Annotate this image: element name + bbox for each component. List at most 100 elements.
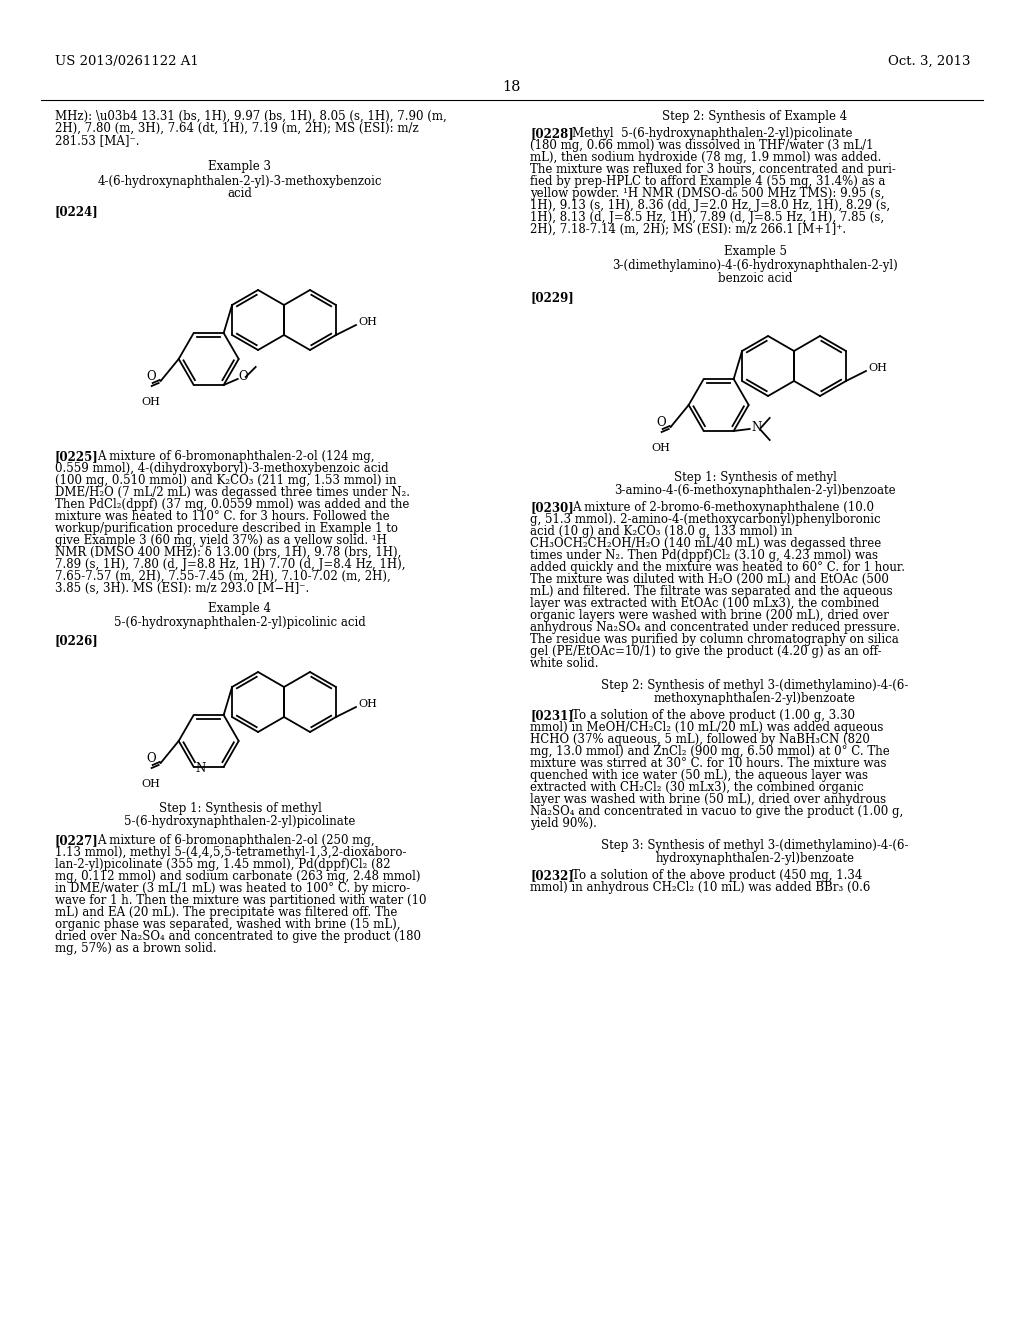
Text: white solid.: white solid. bbox=[530, 657, 598, 671]
Text: [0231]: [0231] bbox=[530, 709, 573, 722]
Text: OH: OH bbox=[141, 397, 160, 407]
Text: added quickly and the mixture was heated to 60° C. for 1 hour.: added quickly and the mixture was heated… bbox=[530, 561, 905, 574]
Text: 2H), 7.80 (m, 3H), 7.64 (dt, 1H), 7.19 (m, 2H); MS (ESI): m/z: 2H), 7.80 (m, 3H), 7.64 (dt, 1H), 7.19 (… bbox=[55, 121, 419, 135]
Text: dried over Na₂SO₄ and concentrated to give the product (180: dried over Na₂SO₄ and concentrated to gi… bbox=[55, 931, 421, 942]
Text: 281.53 [MA]⁻.: 281.53 [MA]⁻. bbox=[55, 135, 139, 147]
Text: (180 mg, 0.66 mmol) was dissolved in THF/water (3 mL/1: (180 mg, 0.66 mmol) was dissolved in THF… bbox=[530, 139, 873, 152]
Text: [0232]: [0232] bbox=[530, 869, 573, 882]
Text: 1H), 9.13 (s, 1H), 8.36 (dd, J=2.0 Hz, J=8.0 Hz, 1H), 8.29 (s,: 1H), 9.13 (s, 1H), 8.36 (dd, J=2.0 Hz, J… bbox=[530, 199, 890, 213]
Text: times under N₂. Then Pd(dppf)Cl₂ (3.10 g, 4.23 mmol) was: times under N₂. Then Pd(dppf)Cl₂ (3.10 g… bbox=[530, 549, 878, 562]
Text: mL), then sodium hydroxide (78 mg, 1.9 mmol) was added.: mL), then sodium hydroxide (78 mg, 1.9 m… bbox=[530, 150, 882, 164]
Text: mmol) in anhydrous CH₂Cl₂ (10 mL) was added BBr₃ (0.6: mmol) in anhydrous CH₂Cl₂ (10 mL) was ad… bbox=[530, 880, 870, 894]
Text: The mixture was refluxed for 3 hours, concentrated and puri-: The mixture was refluxed for 3 hours, co… bbox=[530, 162, 896, 176]
Text: acid (10 g) and K₂CO₃ (18.0 g, 133 mmol) in: acid (10 g) and K₂CO₃ (18.0 g, 133 mmol)… bbox=[530, 525, 793, 539]
Text: US 2013/0261122 A1: US 2013/0261122 A1 bbox=[55, 55, 199, 69]
Text: yield 90%).: yield 90%). bbox=[530, 817, 597, 830]
Text: anhydrous Na₂SO₄ and concentrated under reduced pressure.: anhydrous Na₂SO₄ and concentrated under … bbox=[530, 620, 900, 634]
Text: [0225]: [0225] bbox=[55, 450, 98, 463]
Text: The mixture was diluted with H₂O (200 mL) and EtOAc (500: The mixture was diluted with H₂O (200 mL… bbox=[530, 573, 889, 586]
Text: NMR (DMSO 400 MHz): δ 13.00 (brs, 1H), 9.78 (brs, 1H),: NMR (DMSO 400 MHz): δ 13.00 (brs, 1H), 9… bbox=[55, 546, 401, 558]
Text: quenched with ice water (50 mL), the aqueous layer was: quenched with ice water (50 mL), the aqu… bbox=[530, 770, 868, 781]
Text: To a solution of the above product (1.00 g, 3.30: To a solution of the above product (1.00… bbox=[572, 709, 855, 722]
Text: N: N bbox=[196, 763, 206, 775]
Text: [0229]: [0229] bbox=[530, 290, 573, 304]
Text: CH₃OCH₂CH₂OH/H₂O (140 mL/40 mL) was degassed three: CH₃OCH₂CH₂OH/H₂O (140 mL/40 mL) was dega… bbox=[530, 537, 882, 550]
Text: g, 51.3 mmol). 2-amino-4-(methoxycarbonyl)phenylboronic: g, 51.3 mmol). 2-amino-4-(methoxycarbony… bbox=[530, 513, 881, 525]
Text: gel (PE/EtOAc=10/1) to give the product (4.20 g) as an off-: gel (PE/EtOAc=10/1) to give the product … bbox=[530, 645, 882, 657]
Text: DME/H₂O (7 mL/2 mL) was degassed three times under N₂.: DME/H₂O (7 mL/2 mL) was degassed three t… bbox=[55, 486, 410, 499]
Text: 5-(6-hydroxynaphthalen-2-yl)picolinate: 5-(6-hydroxynaphthalen-2-yl)picolinate bbox=[124, 814, 355, 828]
Text: mL) and EA (20 mL). The precipitate was filtered off. The: mL) and EA (20 mL). The precipitate was … bbox=[55, 906, 397, 919]
Text: 7.89 (s, 1H), 7.80 (d, J=8.8 Hz, 1H) 7.70 (d, J=8.4 Hz, 1H),: 7.89 (s, 1H), 7.80 (d, J=8.8 Hz, 1H) 7.7… bbox=[55, 558, 406, 572]
Text: [0228]: [0228] bbox=[530, 127, 573, 140]
Text: 3-amino-4-(6-methoxynaphthalen-2-yl)benzoate: 3-amino-4-(6-methoxynaphthalen-2-yl)benz… bbox=[614, 484, 896, 498]
Text: 2H), 7.18-7.14 (m, 2H); MS (ESI): m/z 266.1 [M+1]⁺.: 2H), 7.18-7.14 (m, 2H); MS (ESI): m/z 26… bbox=[530, 223, 846, 236]
Text: A mixture of 6-bromonaphthalen-2-ol (124 mg,: A mixture of 6-bromonaphthalen-2-ol (124… bbox=[97, 450, 375, 463]
Text: (100 mg, 0.510 mmol) and K₂CO₃ (211 mg, 1.53 mmol) in: (100 mg, 0.510 mmol) and K₂CO₃ (211 mg, … bbox=[55, 474, 396, 487]
Text: 7.65-7.57 (m, 2H), 7.55-7.45 (m, 2H), 7.10-7.02 (m, 2H),: 7.65-7.57 (m, 2H), 7.55-7.45 (m, 2H), 7.… bbox=[55, 570, 391, 583]
Text: A mixture of 2-bromo-6-methoxynaphthalene (10.0: A mixture of 2-bromo-6-methoxynaphthalen… bbox=[572, 502, 874, 513]
Text: Step 1: Synthesis of methyl: Step 1: Synthesis of methyl bbox=[159, 803, 322, 814]
Text: 3-(dimethylamino)-4-(6-hydroxynaphthalen-2-yl): 3-(dimethylamino)-4-(6-hydroxynaphthalen… bbox=[612, 259, 898, 272]
Text: hydroxynaphthalen-2-yl)benzoate: hydroxynaphthalen-2-yl)benzoate bbox=[655, 851, 854, 865]
Text: Step 2: Synthesis of methyl 3-(dimethylamino)-4-(6-: Step 2: Synthesis of methyl 3-(dimethyla… bbox=[601, 678, 908, 692]
Text: mixture was stirred at 30° C. for 10 hours. The mixture was: mixture was stirred at 30° C. for 10 hou… bbox=[530, 756, 887, 770]
Text: mg, 57%) as a brown solid.: mg, 57%) as a brown solid. bbox=[55, 942, 217, 954]
Text: 4-(6-hydroxynaphthalen-2-yl)-3-methoxybenzoic: 4-(6-hydroxynaphthalen-2-yl)-3-methoxybe… bbox=[97, 176, 382, 187]
Text: OH: OH bbox=[358, 317, 377, 327]
Text: The residue was purified by column chromatography on silica: The residue was purified by column chrom… bbox=[530, 634, 899, 645]
Text: Oct. 3, 2013: Oct. 3, 2013 bbox=[888, 55, 970, 69]
Text: layer was extracted with EtOAc (100 mLx3), the combined: layer was extracted with EtOAc (100 mLx3… bbox=[530, 597, 880, 610]
Text: [0224]: [0224] bbox=[55, 205, 98, 218]
Text: 3.85 (s, 3H). MS (ESI): m/z 293.0 [M−H]⁻.: 3.85 (s, 3H). MS (ESI): m/z 293.0 [M−H]⁻… bbox=[55, 582, 309, 595]
Text: O: O bbox=[146, 751, 157, 764]
Text: Na₂SO₄ and concentrated in vacuo to give the product (1.00 g,: Na₂SO₄ and concentrated in vacuo to give… bbox=[530, 805, 903, 818]
Text: N: N bbox=[752, 421, 762, 434]
Text: acid: acid bbox=[227, 187, 253, 201]
Text: mg, 13.0 mmol) and ZnCl₂ (900 mg, 6.50 mmol) at 0° C. The: mg, 13.0 mmol) and ZnCl₂ (900 mg, 6.50 m… bbox=[530, 744, 890, 758]
Text: A mixture of 6-bromonaphthalen-2-ol (250 mg,: A mixture of 6-bromonaphthalen-2-ol (250… bbox=[97, 834, 375, 847]
Text: Methyl  5-(6-hydroxynaphthalen-2-yl)picolinate: Methyl 5-(6-hydroxynaphthalen-2-yl)picol… bbox=[572, 127, 853, 140]
Text: Step 1: Synthesis of methyl: Step 1: Synthesis of methyl bbox=[674, 471, 837, 484]
Text: [0226]: [0226] bbox=[55, 634, 98, 647]
Text: benzoic acid: benzoic acid bbox=[718, 272, 793, 285]
Text: Step 2: Synthesis of Example 4: Step 2: Synthesis of Example 4 bbox=[663, 110, 848, 123]
Text: OH: OH bbox=[141, 779, 160, 789]
Text: O: O bbox=[656, 416, 667, 429]
Text: in DME/water (3 mL/1 mL) was heated to 100° C. by micro-: in DME/water (3 mL/1 mL) was heated to 1… bbox=[55, 882, 411, 895]
Text: OH: OH bbox=[358, 700, 377, 709]
Text: wave for 1 h. Then the mixture was partitioned with water (10: wave for 1 h. Then the mixture was parti… bbox=[55, 894, 427, 907]
Text: mg, 0.112 mmol) and sodium carbonate (263 mg, 2.48 mmol): mg, 0.112 mmol) and sodium carbonate (26… bbox=[55, 870, 421, 883]
Text: methoxynaphthalen-2-yl)benzoate: methoxynaphthalen-2-yl)benzoate bbox=[654, 692, 856, 705]
Text: give Example 3 (60 mg, yield 37%) as a yellow solid. ¹H: give Example 3 (60 mg, yield 37%) as a y… bbox=[55, 535, 387, 546]
Text: yellow powder. ¹H NMR (DMSO-d₆ 500 MHz TMS): 9.95 (s,: yellow powder. ¹H NMR (DMSO-d₆ 500 MHz T… bbox=[530, 187, 885, 201]
Text: MHz): \u03b4 13.31 (bs, 1H), 9.97 (bs, 1H), 8.05 (s, 1H), 7.90 (m,: MHz): \u03b4 13.31 (bs, 1H), 9.97 (bs, 1… bbox=[55, 110, 446, 123]
Text: layer was washed with brine (50 mL), dried over anhydrous: layer was washed with brine (50 mL), dri… bbox=[530, 793, 886, 807]
Text: Example 5: Example 5 bbox=[724, 246, 786, 257]
Text: 1H), 8.13 (d, J=8.5 Hz, 1H), 7.89 (d, J=8.5 Hz, 1H), 7.85 (s,: 1H), 8.13 (d, J=8.5 Hz, 1H), 7.89 (d, J=… bbox=[530, 211, 884, 224]
Text: 0.559 mmol), 4-(dihydroxyboryl)-3-methoxybenzoic acid: 0.559 mmol), 4-(dihydroxyboryl)-3-methox… bbox=[55, 462, 389, 475]
Text: O: O bbox=[146, 370, 157, 383]
Text: To a solution of the above product (450 mg, 1.34: To a solution of the above product (450 … bbox=[572, 869, 862, 882]
Text: OH: OH bbox=[868, 363, 887, 374]
Text: mixture was heated to 110° C. for 3 hours. Followed the: mixture was heated to 110° C. for 3 hour… bbox=[55, 510, 389, 523]
Text: mmol) in MeOH/CH₂Cl₂ (10 mL/20 mL) was added aqueous: mmol) in MeOH/CH₂Cl₂ (10 mL/20 mL) was a… bbox=[530, 721, 884, 734]
Text: HCHO (37% aqueous, 5 mL), followed by NaBH₃CN (820: HCHO (37% aqueous, 5 mL), followed by Na… bbox=[530, 733, 869, 746]
Text: fied by prep-HPLC to afford Example 4 (55 mg, 31.4%) as a: fied by prep-HPLC to afford Example 4 (5… bbox=[530, 176, 886, 187]
Text: Example 4: Example 4 bbox=[209, 602, 271, 615]
Text: Example 3: Example 3 bbox=[209, 160, 271, 173]
Text: OH: OH bbox=[651, 444, 670, 453]
Text: Step 3: Synthesis of methyl 3-(dimethylamino)-4-(6-: Step 3: Synthesis of methyl 3-(dimethyla… bbox=[601, 840, 908, 851]
Text: mL) and filtered. The filtrate was separated and the aqueous: mL) and filtered. The filtrate was separ… bbox=[530, 585, 893, 598]
Text: workup/purification procedure described in Example 1 to: workup/purification procedure described … bbox=[55, 521, 398, 535]
Text: 18: 18 bbox=[503, 81, 521, 94]
Text: lan-2-yl)picolinate (355 mg, 1.45 mmol), Pd(dppf)Cl₂ (82: lan-2-yl)picolinate (355 mg, 1.45 mmol),… bbox=[55, 858, 390, 871]
Text: [0230]: [0230] bbox=[530, 502, 573, 513]
Text: extracted with CH₂Cl₂ (30 mLx3), the combined organic: extracted with CH₂Cl₂ (30 mLx3), the com… bbox=[530, 781, 864, 795]
Text: Then PdCl₂(dppf) (37 mg, 0.0559 mmol) was added and the: Then PdCl₂(dppf) (37 mg, 0.0559 mmol) wa… bbox=[55, 498, 410, 511]
Text: organic layers were washed with brine (200 mL), dried over: organic layers were washed with brine (2… bbox=[530, 609, 889, 622]
Text: 1.13 mmol), methyl 5-(4,4,5,5-tetramethyl-1,3,2-dioxaboro-: 1.13 mmol), methyl 5-(4,4,5,5-tetramethy… bbox=[55, 846, 407, 859]
Text: organic phase was separated, washed with brine (15 mL),: organic phase was separated, washed with… bbox=[55, 917, 400, 931]
Text: [0227]: [0227] bbox=[55, 834, 98, 847]
Text: 5-(6-hydroxynaphthalen-2-yl)picolinic acid: 5-(6-hydroxynaphthalen-2-yl)picolinic ac… bbox=[114, 616, 366, 630]
